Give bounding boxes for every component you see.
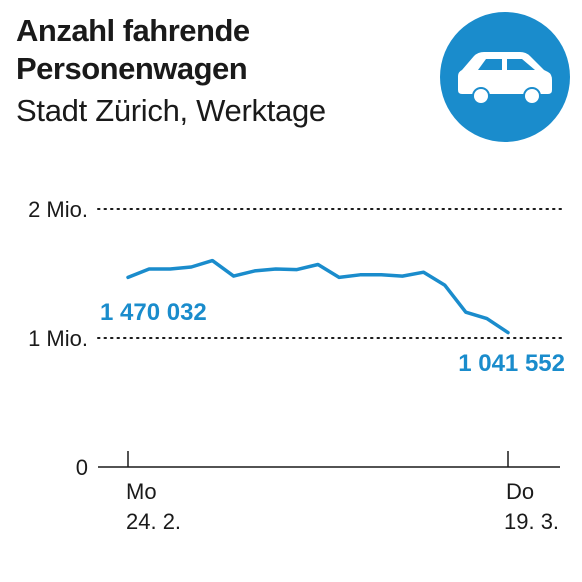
y-tick-label: 1 Mio. [28, 326, 88, 351]
end-value-label: 1 041 552 [458, 350, 565, 377]
y-tick-label: 0 [76, 455, 88, 480]
x-tick-label-end-date: 19. 3. [504, 509, 559, 534]
car-badge [440, 12, 570, 142]
y-tick-label: 2 Mio. [28, 197, 88, 222]
x-tick-label-end-day: Do [506, 479, 534, 504]
title-line-2: Personenwagen [16, 51, 248, 86]
x-tick-label-start-day: Mo [126, 479, 157, 504]
car-icon [458, 52, 552, 105]
x-tick-label-start-date: 24. 2. [126, 509, 181, 534]
title-line-1: Anzahl fahrende [16, 13, 250, 48]
page-subtitle: Stadt Zürich, Werktage [16, 93, 326, 128]
start-value-label: 1 470 032 [100, 299, 207, 326]
